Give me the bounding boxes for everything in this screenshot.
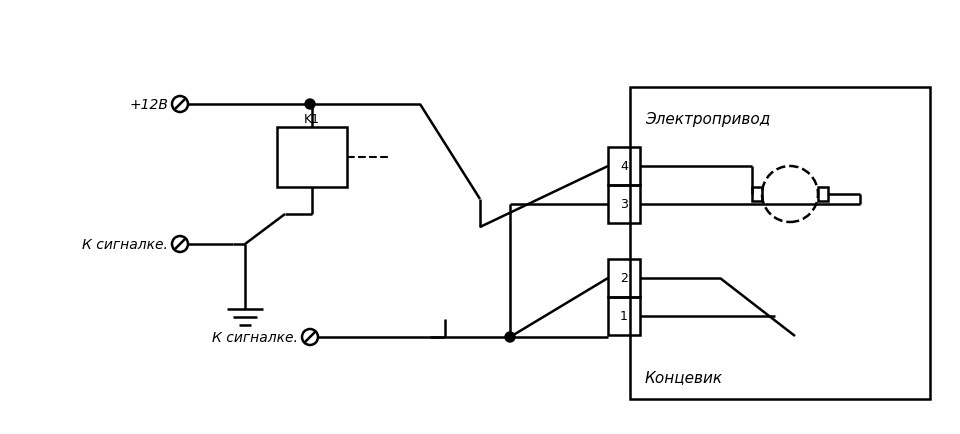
Bar: [818, 187, 828, 201]
Text: 4: 4: [620, 160, 628, 173]
Text: К сигналке.: К сигналке.: [83, 237, 168, 251]
Circle shape: [305, 100, 315, 110]
Bar: [608, 297, 640, 335]
Text: 2: 2: [620, 272, 628, 285]
Bar: [608, 186, 640, 224]
Text: 3: 3: [620, 198, 628, 211]
Circle shape: [505, 332, 515, 342]
Bar: [608, 260, 640, 297]
Text: К сигналке.: К сигналке.: [212, 330, 298, 344]
Bar: [277, 128, 347, 187]
Text: Концевик: Концевик: [645, 369, 723, 384]
Text: +12В: +12В: [130, 98, 168, 112]
Text: K1: K1: [304, 113, 320, 126]
Text: Электропривод: Электропривод: [645, 112, 770, 127]
Text: 1: 1: [620, 310, 628, 323]
Bar: [608, 148, 640, 186]
Bar: [630, 88, 930, 399]
Bar: [752, 187, 762, 201]
